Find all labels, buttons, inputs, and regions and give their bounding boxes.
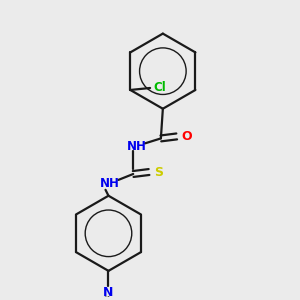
Text: O: O bbox=[181, 130, 192, 143]
Text: NH: NH bbox=[127, 140, 147, 153]
Text: NH: NH bbox=[100, 177, 119, 190]
Text: S: S bbox=[154, 166, 164, 178]
Text: N: N bbox=[103, 286, 114, 299]
Text: Cl: Cl bbox=[154, 82, 166, 94]
